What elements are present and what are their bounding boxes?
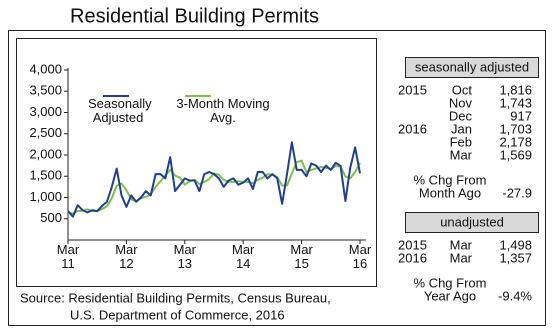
x-tick-label: Mar 13 [173,242,196,271]
x-tick-label: Mar 14 [231,242,255,271]
row-value: 1,498 [499,237,532,252]
change-label: % Chg From [414,172,487,187]
row-month: Dec [449,108,473,123]
row-year: 2016 [398,121,427,136]
sa-title: seasonally adjusted [415,59,529,74]
y-tick-label: 4,000 [29,61,62,76]
row-value: 1,703 [499,121,532,136]
outer-frame [8,30,546,326]
x-tick-label: Mar 16 [348,242,372,271]
change-value: -9.4% [498,288,532,303]
y-tick-label: 3,000 [29,104,62,119]
source: U.S. Department of Commerce, 2016 [70,307,285,322]
change-value: -27.9 [502,185,532,200]
source: Source: Residential Building Permits, Ce… [20,290,331,305]
y-tick-label: 2,500 [29,125,62,140]
series-line [67,141,361,218]
change-label: Year Ago [424,288,476,303]
legend-label: Seasonally Adjusted [88,96,152,125]
x-tick-label: Mar 11 [56,242,80,271]
row-value: 2,178 [499,134,532,149]
row-month: Mar [450,237,473,252]
row-month: Mar [450,250,473,265]
y-tick-label: 2,000 [29,146,62,161]
y-tick-label: 1,000 [29,189,62,204]
row-year: 2015 [398,82,427,97]
row-month: Nov [449,95,473,110]
chart-frame [16,38,377,287]
x-tick-label: Mar 15 [290,242,313,271]
row-month: Feb [450,134,472,149]
row-month: Oct [452,82,473,97]
sa-box [405,57,539,78]
row-value: 1,743 [499,95,532,110]
y-tick-label: 3,500 [29,83,62,98]
row-year: 2016 [398,250,427,265]
x-tick-label: Mar 12 [115,242,138,271]
y-tick-label: 500 [40,210,62,225]
change-label: Month Ago [419,185,481,200]
row-value: 917 [510,108,532,123]
row-year: 2015 [398,237,427,252]
y-tick-label: 1,500 [29,168,62,183]
ua-title: unadjusted [440,214,504,229]
chart-title: Residential Building Permits [70,5,319,27]
row-value: 1,569 [499,147,532,162]
legend-label: 3-Month Moving Avg. [176,96,270,125]
ua-box [405,212,539,233]
change-label: % Chg From [414,275,487,290]
row-month: Jan [451,121,472,136]
row-value: 1,357 [499,250,532,265]
row-month: Mar [450,147,473,162]
row-value: 1,816 [499,82,532,97]
